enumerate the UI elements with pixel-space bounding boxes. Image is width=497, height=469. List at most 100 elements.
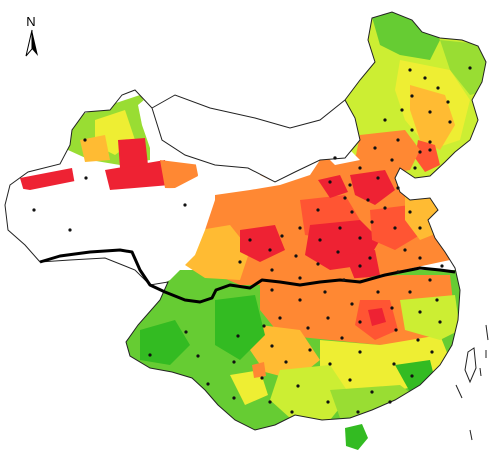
station-dot xyxy=(270,268,274,272)
station-dot xyxy=(326,316,330,320)
region-guangdong-green xyxy=(330,385,420,418)
station-dot xyxy=(368,256,372,260)
station-dot xyxy=(410,128,414,132)
station-dot xyxy=(298,276,302,280)
station-dot xyxy=(416,338,420,342)
station-dot xyxy=(400,108,404,112)
region-south-yellowgreen xyxy=(270,365,350,420)
station-dot xyxy=(358,166,362,170)
station-dot xyxy=(84,176,88,180)
station-dot xyxy=(436,86,440,90)
station-dot xyxy=(68,228,72,232)
station-dot xyxy=(232,396,236,400)
island-mark-5 xyxy=(485,324,489,341)
station-dot xyxy=(392,362,396,366)
station-dot xyxy=(318,238,322,242)
region-south-yellow2 xyxy=(230,370,268,405)
island-mark-1 xyxy=(479,367,482,377)
station-dot xyxy=(358,236,362,240)
station-dot xyxy=(268,400,272,404)
station-dot xyxy=(408,210,412,214)
station-dot xyxy=(260,376,264,380)
region-nodata-innermongolia xyxy=(195,160,320,195)
station-dot xyxy=(280,234,284,238)
station-dot xyxy=(340,336,344,340)
station-dot xyxy=(440,264,444,268)
station-dot xyxy=(376,176,380,180)
station-dot xyxy=(298,298,302,302)
station-dot xyxy=(376,290,380,294)
region-xinjiang-red-north xyxy=(118,138,148,168)
station-dot xyxy=(396,270,400,274)
north-arrow-icon: N xyxy=(25,14,38,57)
region-northeast-orange xyxy=(410,85,455,150)
region-xinjiang-north-orange xyxy=(80,135,110,162)
region-north-red-4 xyxy=(240,225,285,262)
station-dot xyxy=(148,353,152,357)
station-dot xyxy=(418,226,422,230)
station-dot xyxy=(326,400,330,404)
station-dot xyxy=(428,110,432,114)
region-northeast-red xyxy=(415,140,440,172)
station-dot xyxy=(356,410,360,414)
station-dot xyxy=(358,320,362,324)
station-dot xyxy=(373,146,377,150)
station-dot xyxy=(358,264,362,268)
station-dot xyxy=(394,328,398,332)
station-dot xyxy=(418,150,422,154)
region-southwest-green-dark xyxy=(140,320,190,365)
station-dot xyxy=(390,158,394,162)
station-dot xyxy=(390,306,394,310)
island-mark-4 xyxy=(455,384,463,399)
island-marks xyxy=(455,324,489,441)
station-dot xyxy=(410,94,414,98)
station-dot xyxy=(370,390,374,394)
region-taiwan xyxy=(464,347,477,384)
north-label: N xyxy=(26,14,35,29)
region-south-orange-spot xyxy=(252,362,266,378)
station-dot xyxy=(446,100,450,104)
station-dot xyxy=(435,298,439,302)
station-dot xyxy=(336,250,340,254)
station-dot xyxy=(343,196,347,200)
north-arrow-left-half xyxy=(25,29,33,57)
station-dot xyxy=(196,354,200,358)
station-dot xyxy=(423,76,427,80)
station-dots xyxy=(32,66,472,414)
station-dot xyxy=(278,316,282,320)
station-dot xyxy=(328,180,332,184)
station-dot xyxy=(270,288,274,292)
station-dot xyxy=(32,208,36,212)
country-border xyxy=(4,11,487,431)
station-dot xyxy=(428,140,432,144)
station-dot xyxy=(316,208,320,212)
station-dot xyxy=(408,290,412,294)
station-dot xyxy=(396,186,400,190)
region-southeast-yellow-light xyxy=(400,295,460,340)
station-dot xyxy=(342,278,346,282)
station-dot xyxy=(270,344,274,348)
station-dot xyxy=(393,226,397,230)
station-dot xyxy=(348,183,352,187)
station-dot xyxy=(183,203,187,207)
station-dot xyxy=(468,66,472,70)
station-dot xyxy=(206,382,210,386)
station-dot xyxy=(323,290,327,294)
station-dot xyxy=(290,410,294,414)
station-dot xyxy=(430,350,434,354)
station-dot xyxy=(428,278,432,282)
region-hainan xyxy=(345,424,368,450)
station-dot xyxy=(448,120,452,124)
station-dot xyxy=(306,326,310,330)
station-dot xyxy=(396,138,400,142)
station-dot xyxy=(388,400,392,404)
station-dot xyxy=(403,248,407,252)
station-dot xyxy=(418,256,422,260)
station-dot xyxy=(232,360,236,364)
station-dot xyxy=(438,320,442,324)
station-dot xyxy=(83,138,87,142)
region-north-red-7 xyxy=(318,175,348,198)
station-dot xyxy=(338,226,342,230)
